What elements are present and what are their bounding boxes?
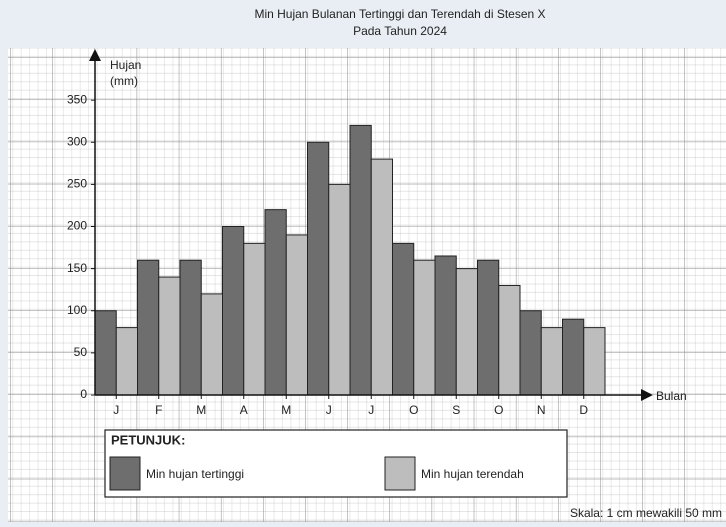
x-tick-label: O [409,403,418,417]
bar [498,284,521,396]
bar [243,242,266,396]
bar [392,242,415,396]
chart-subtitle: Pada Tahun 2024 [353,24,447,38]
bar [540,327,563,396]
bar [434,255,457,396]
legend-box [104,429,568,498]
x-axis-label: Bulan [656,389,687,403]
x-tick-label: N [537,403,546,417]
bar [222,226,245,396]
bar [413,259,436,396]
x-tick-label: S [452,403,460,417]
legend-title: PETUNJUK: [111,432,185,447]
y-tick-label: 150 [67,261,87,275]
y-tick-label: 250 [67,177,87,191]
bar [115,327,138,396]
bar [455,268,478,396]
x-tick-label: O [494,403,503,417]
bar [158,276,181,396]
legend-swatch [109,456,141,491]
y-tick-label: 350 [67,92,87,106]
bar [370,158,393,396]
legend-label: Min hujan tertinggi [146,467,244,481]
y-tick-label: 200 [67,219,87,233]
x-tick-label: D [579,403,588,417]
bar [264,209,287,396]
x-tick-label: M [281,403,291,417]
bar [200,293,223,396]
bar [307,141,330,396]
x-tick-label: M [196,403,206,417]
bar [179,259,202,396]
x-tick-label: J [113,403,119,417]
legend-label: Min hujan terendah [421,467,524,481]
x-tick-label: F [155,403,162,417]
bar [137,259,160,396]
y-tick-label: 50 [74,345,88,359]
y-tick-label: 100 [67,303,87,317]
x-tick-label: J [326,403,332,417]
bar [328,183,351,396]
x-tick-label: J [368,403,374,417]
y-axis-label: Hujan [110,58,141,72]
legend-swatch [384,456,416,491]
y-tick-label: 300 [67,134,87,148]
bar [583,327,606,396]
chart-title: Min Hujan Bulanan Tertinggi dan Terendah… [254,7,545,21]
bar [477,259,500,396]
bar [94,310,117,396]
bar [349,124,372,396]
y-axis-unit: (mm) [110,74,138,88]
bar [285,234,308,396]
bar [562,318,585,396]
scale-note: Skala: 1 cm mewakili 50 mm [570,506,722,520]
bar [519,310,542,396]
y-tick-label: 0 [80,387,87,401]
x-tick-label: A [240,403,248,417]
